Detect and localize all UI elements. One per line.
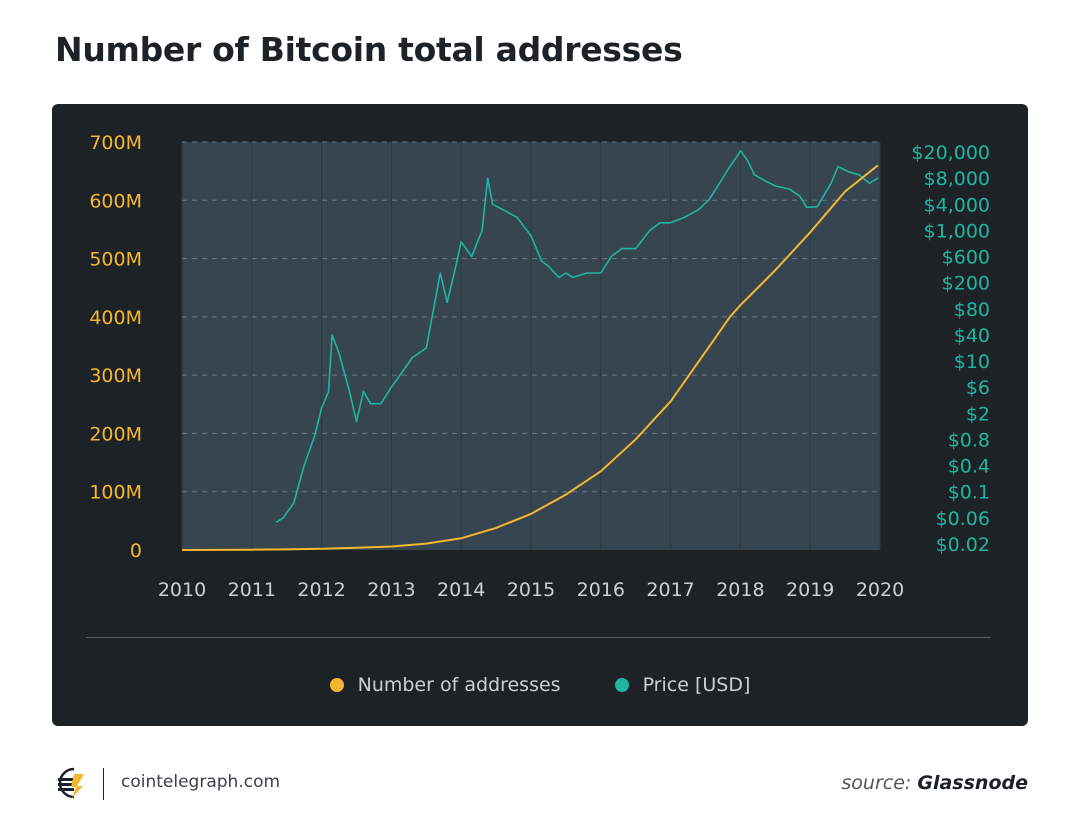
legend-item-addresses[interactable]: Number of addresses bbox=[329, 674, 561, 696]
y-right-tick-label: $2 bbox=[966, 403, 990, 425]
y-right-tick-label: $200 bbox=[942, 273, 990, 295]
y-right-tick-label: $0.02 bbox=[936, 534, 990, 556]
x-tick-label: 2010 bbox=[158, 579, 206, 601]
footer-separator bbox=[103, 768, 104, 800]
legend-label-addresses: Number of addresses bbox=[357, 674, 561, 696]
y-right-tick-label: $6 bbox=[966, 377, 990, 399]
x-tick-label: 2020 bbox=[856, 579, 904, 601]
x-tick-label: 2015 bbox=[507, 579, 555, 601]
cointelegraph-logo-icon bbox=[58, 767, 84, 799]
x-tick-label: 2012 bbox=[297, 579, 345, 601]
y-left-tick-label: 300M bbox=[89, 365, 142, 387]
legend: Number of addresses Price [USD] bbox=[52, 670, 1028, 700]
x-tick-label: 2011 bbox=[228, 579, 276, 601]
y-right-tick-label: $8,000 bbox=[924, 168, 990, 190]
y-right-tick-label: $0.8 bbox=[948, 429, 990, 451]
series-addresses-line bbox=[181, 164, 879, 551]
x-tick-label: 2018 bbox=[716, 579, 764, 601]
footer-site[interactable]: cointelegraph.com bbox=[121, 772, 281, 792]
y-right-tick-label: $0.4 bbox=[948, 456, 990, 478]
legend-item-price[interactable]: Price [USD] bbox=[614, 674, 751, 696]
y-left-tick-label: 100M bbox=[89, 482, 142, 504]
x-tick-label: 2014 bbox=[437, 579, 485, 601]
y-right-tick-label: $0.1 bbox=[948, 482, 990, 504]
y-right-tick-label: $40 bbox=[954, 325, 990, 347]
y-right-tick-label: $600 bbox=[942, 247, 990, 269]
y-left-tick-label: 600M bbox=[89, 190, 142, 212]
footer-source-name: Glassnode bbox=[917, 772, 1028, 794]
page-title: Number of Bitcoin total addresses bbox=[55, 30, 683, 69]
y-left-tick-label: 400M bbox=[89, 307, 142, 329]
y-right-tick-label: $80 bbox=[954, 299, 990, 321]
chart: 0 100M 200M 300M 400M 500M 600M 700M $20,000 $8,0… bbox=[89, 132, 990, 601]
y-right-tick-label: $10 bbox=[954, 351, 990, 373]
y-left-tick-label: 700M bbox=[89, 132, 142, 154]
series-price-line bbox=[275, 149, 879, 523]
y-right-tick-label: $0.06 bbox=[936, 508, 990, 530]
footer-source: source: Glassnode bbox=[841, 772, 1028, 794]
legend-dot-price-icon bbox=[614, 678, 629, 692]
y-left-tick-label: 500M bbox=[89, 249, 142, 271]
legend-label-price: Price [USD] bbox=[642, 674, 751, 696]
legend-dot-addresses-icon bbox=[329, 678, 344, 692]
x-tick-label: 2016 bbox=[577, 579, 625, 601]
x-tick-label: 2017 bbox=[646, 579, 694, 601]
y-right-tick-label: $20,000 bbox=[911, 142, 990, 164]
footer-source-prefix: source: bbox=[841, 772, 912, 794]
legend-divider bbox=[86, 637, 991, 638]
chart-card: 0 100M 200M 300M 400M 500M 600M 700M $20,000 $8,0… bbox=[52, 104, 1028, 726]
y-right-tick-label: $1,000 bbox=[924, 220, 990, 242]
y-left-tick-label: 0 bbox=[130, 540, 142, 562]
y-left-tick-label: 200M bbox=[89, 423, 142, 445]
x-tick-label: 2019 bbox=[786, 579, 834, 601]
x-tick-label: 2013 bbox=[367, 579, 415, 601]
y-right-tick-label: $4,000 bbox=[924, 194, 990, 216]
